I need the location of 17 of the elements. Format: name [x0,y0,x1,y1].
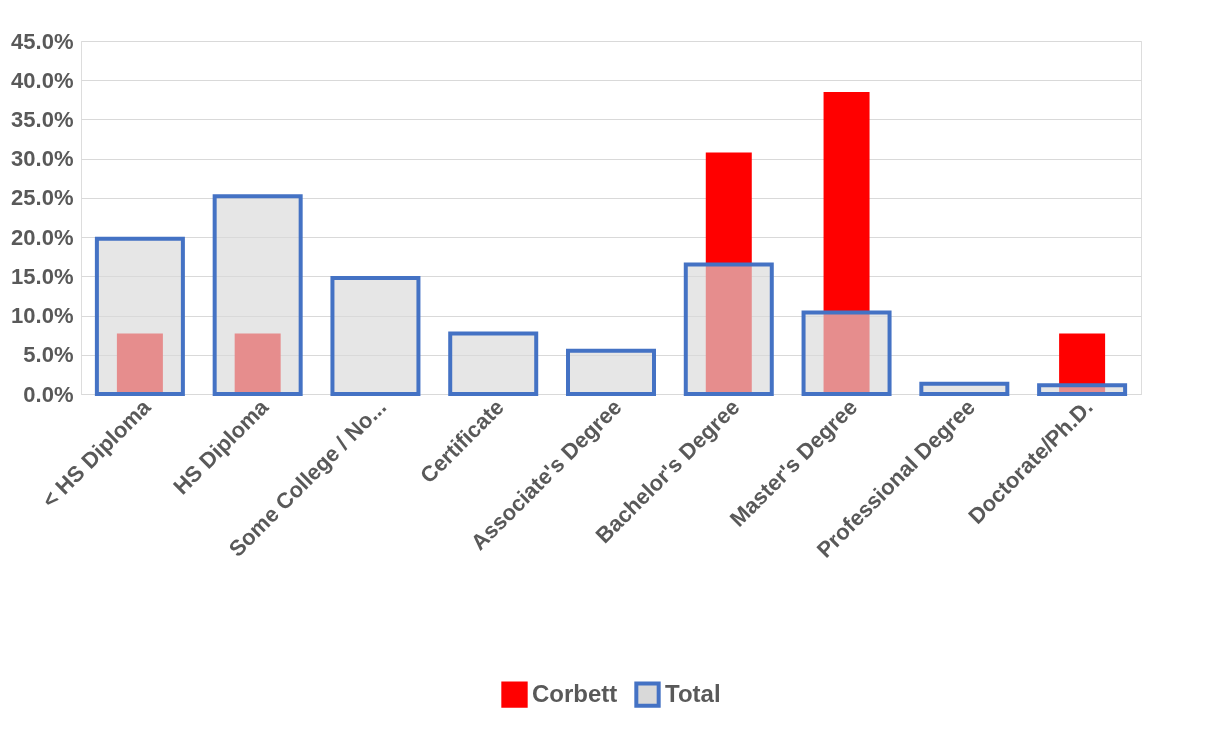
bar [1059,333,1106,394]
bar [823,91,870,394]
y-tick-label: 40.0% [11,67,74,93]
y-tick-label: 10.0% [11,303,74,329]
bar [234,333,281,394]
y-tick-label: 30.0% [11,146,74,172]
y-tick-label: 0.0% [23,381,74,407]
y-tick-label: 20.0% [11,224,74,250]
y-tick-label: 5.0% [23,342,74,368]
legend-label: Total [665,679,721,707]
legend-label: Corbett [532,679,618,707]
bar [116,333,163,394]
y-tick-label: 25.0% [11,185,74,211]
y-tick-label: 15.0% [11,263,74,289]
y-tick-label: 35.0% [11,106,74,132]
bar [705,152,752,394]
y-tick-label: 45.0% [11,28,74,54]
